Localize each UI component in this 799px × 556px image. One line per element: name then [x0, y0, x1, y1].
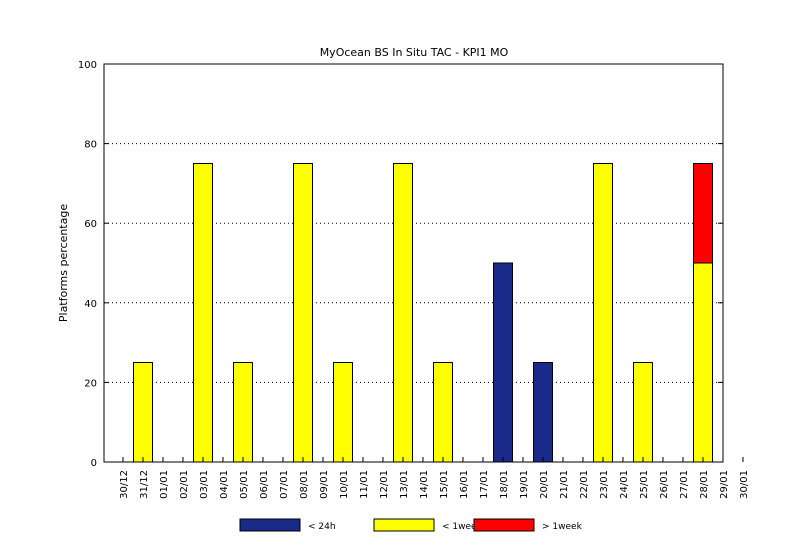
x-tick-label: 20/01	[539, 470, 550, 499]
y-tick-label: 0	[91, 458, 97, 469]
plot-area-frame	[103, 63, 724, 463]
x-tick-label: 31/12	[139, 470, 150, 499]
x-tick-label: 10/01	[339, 470, 350, 499]
x-tick-label: 04/01	[219, 470, 230, 499]
bar-segment	[133, 362, 153, 463]
legend-swatch	[239, 518, 301, 532]
bar-segment	[433, 362, 453, 463]
y-axis-label: Platforms percentage	[57, 204, 70, 322]
bar-segment	[693, 163, 713, 264]
legend-swatch	[473, 518, 535, 532]
x-axis-ticks: 30/12 31/12 01/01 02/01 03/01 04/01 05/01 06/01…	[119, 457, 750, 499]
x-tick-label: 29/01	[719, 470, 730, 499]
x-tick-label: 06/01	[259, 470, 270, 499]
x-tick-label: 09/01	[319, 470, 330, 499]
x-tick-label: 25/01	[639, 470, 650, 499]
x-tick-label: 17/01	[479, 470, 490, 499]
chart-title: MyOcean BS In Situ TAC - KPI1 MO	[320, 46, 509, 59]
x-tick-label: 07/01	[279, 470, 290, 499]
x-tick-label: 14/01	[419, 470, 430, 499]
x-tick-label: 01/01	[159, 470, 170, 499]
x-tick-label: 13/01	[399, 470, 410, 499]
bar-segment	[393, 163, 413, 463]
bar-segment	[693, 262, 713, 463]
x-tick-label: 19/01	[519, 470, 530, 499]
x-tick-label: 26/01	[659, 470, 670, 499]
y-tick-label: 80	[84, 140, 97, 151]
bar-segment	[233, 362, 253, 463]
legend-label: < 1week	[442, 522, 483, 532]
x-tick-label: 18/01	[499, 470, 510, 499]
y-tick-label: 20	[84, 378, 97, 389]
x-tick-label: 08/01	[299, 470, 310, 499]
legend-label: < 24h	[308, 522, 336, 532]
x-tick-label: 03/01	[199, 470, 210, 499]
x-tick-label: 05/01	[239, 470, 250, 499]
y-tick-label: 60	[84, 219, 97, 230]
bar-segment	[193, 163, 213, 463]
x-tick-label: 21/01	[559, 470, 570, 499]
x-tick-label: 23/01	[599, 470, 610, 499]
legend-swatch	[373, 518, 435, 532]
x-tick-label: 30/01	[739, 470, 750, 499]
bar-segment	[293, 163, 313, 463]
x-tick-label: 15/01	[439, 470, 450, 499]
x-tick-label: 02/01	[179, 470, 190, 499]
bar-segment	[493, 262, 513, 463]
x-tick-label: 28/01	[699, 470, 710, 499]
y-tick-label: 40	[84, 299, 97, 310]
bar-segment	[533, 362, 553, 463]
bar-segment	[333, 362, 353, 463]
legend: < 24h < 1week > 1week	[239, 518, 583, 532]
bars	[133, 163, 713, 463]
y-tick-label: 100	[78, 60, 97, 71]
x-tick-label: 24/01	[619, 470, 630, 499]
bar-segment	[633, 362, 653, 463]
x-tick-label: 22/01	[579, 470, 590, 499]
x-tick-label: 16/01	[459, 470, 470, 499]
y-axis-ticks: 0 20 40 60 80 100	[78, 60, 723, 469]
x-tick-label: 12/01	[379, 470, 390, 499]
legend-label: > 1week	[542, 522, 583, 532]
x-tick-label: 27/01	[679, 470, 690, 499]
x-tick-label: 11/01	[359, 470, 370, 499]
x-tick-label: 30/12	[119, 470, 130, 499]
bar-segment	[593, 163, 613, 463]
